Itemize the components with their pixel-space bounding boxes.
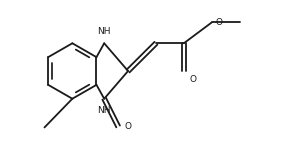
Text: O: O (216, 18, 223, 27)
Text: O: O (190, 75, 197, 84)
Text: NH: NH (97, 106, 111, 115)
Text: NH: NH (97, 27, 111, 36)
Text: O: O (124, 122, 131, 131)
